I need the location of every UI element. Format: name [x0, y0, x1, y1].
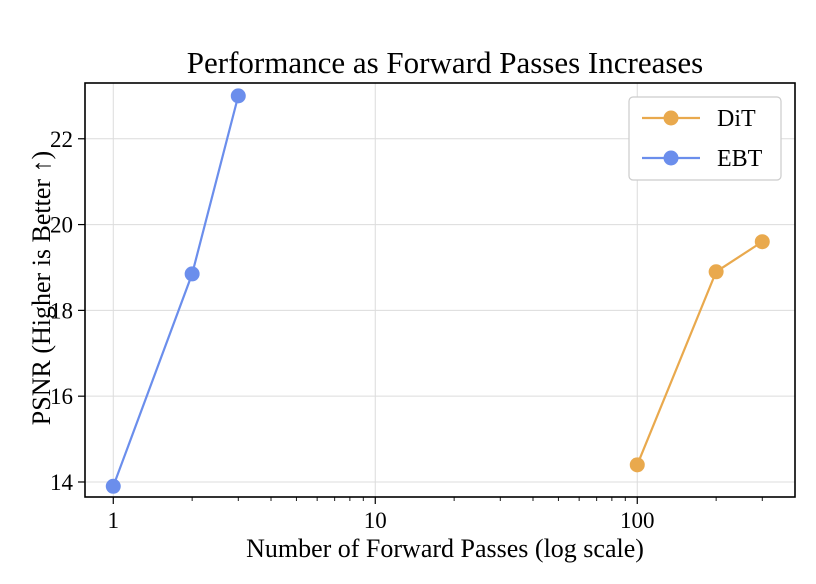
y-tick-label: 18 — [50, 298, 73, 323]
y-tick-label: 14 — [50, 470, 74, 495]
data-point-dit — [708, 264, 724, 280]
x-tick-label: 1 — [108, 508, 120, 533]
legend-label-ebt: EBT — [717, 146, 763, 172]
legend-marker-ebt — [663, 150, 679, 166]
legend-marker-dit — [663, 110, 679, 126]
data-point-dit — [754, 234, 770, 250]
chart-title: Performance as Forward Passes Increases — [187, 45, 703, 80]
data-point-ebt — [230, 88, 246, 104]
data-point-ebt — [184, 266, 200, 282]
x-tick-label: 10 — [364, 508, 387, 533]
series-line-ebt — [112, 95, 240, 487]
legend: DiT EBT — [628, 96, 782, 181]
data-point-ebt — [105, 478, 121, 494]
y-tick-label: 16 — [50, 384, 73, 409]
legend-label-dit: DiT — [717, 106, 756, 132]
plot-area — [84, 82, 796, 498]
series-line-dit — [636, 240, 763, 466]
y-axis-label: PSNR (Higher is Better ↑) — [27, 151, 56, 425]
y-tick-label: 22 — [50, 127, 73, 152]
y-tick-label: 20 — [50, 213, 73, 238]
series-layer — [105, 88, 770, 494]
x-tick-label: 100 — [620, 508, 655, 533]
axis-ticks: 1 10 100 14 16 18 20 22 — [50, 127, 763, 533]
data-point-dit — [629, 457, 645, 473]
x-axis-label: Number of Forward Passes (log scale) — [246, 534, 644, 563]
